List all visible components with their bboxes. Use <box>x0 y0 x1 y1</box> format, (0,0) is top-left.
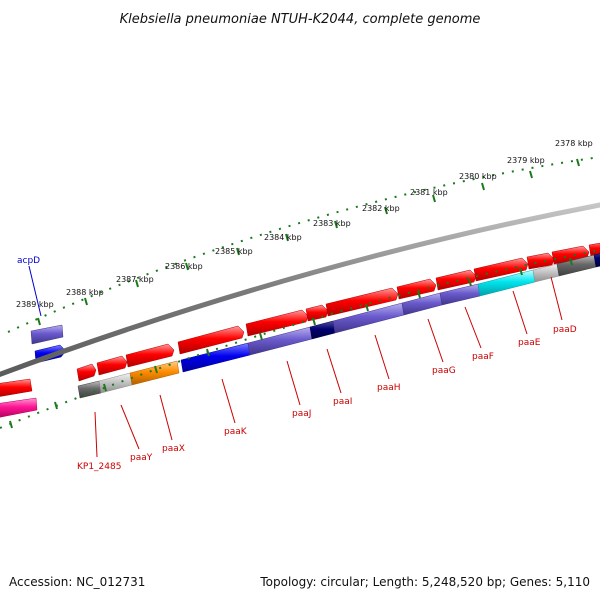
gene-cds[interactable] <box>125 343 175 368</box>
gene-label-paaK[interactable]: paaK <box>224 427 248 437</box>
gene-label-acpD: acpD <box>17 256 40 266</box>
gene-feature[interactable] <box>593 251 600 268</box>
gene-label-KP1_2485[interactable]: KP1_2485 <box>77 462 121 472</box>
gene-cds[interactable] <box>96 355 128 376</box>
gene-cds[interactable] <box>0 378 33 397</box>
gene-label-paaX[interactable]: paaX <box>162 444 185 454</box>
tick-label: 2379 kbp <box>507 156 545 165</box>
gene-labels: KP1_2485 paaY paaX paaK paaJ paaI paaH p… <box>77 325 577 472</box>
tick-label: 2384 kbp <box>264 233 302 242</box>
gene-label-paaI[interactable]: paaI <box>333 397 352 407</box>
gene-feature[interactable] <box>98 372 133 394</box>
gene-label-paaJ[interactable]: paaJ <box>292 409 311 419</box>
acpD-label-line <box>28 265 42 317</box>
gene-cds[interactable] <box>551 245 590 265</box>
gene-cds[interactable] <box>325 287 399 317</box>
outer-major-ticks <box>37 158 580 326</box>
tick-label: 2386 kbp <box>165 262 203 271</box>
forward-genes <box>0 242 600 397</box>
gene-cds[interactable] <box>396 278 437 300</box>
inner-tick-track <box>0 249 600 429</box>
tick-label: 2378 kbp <box>555 139 593 148</box>
gene-label-paaF[interactable]: paaF <box>472 352 494 362</box>
tick-label: 2380 kbp <box>459 172 497 181</box>
gene-cds[interactable] <box>473 257 529 282</box>
label-leader-lines <box>94 276 563 458</box>
tick-label: 2382 kbp <box>362 204 400 213</box>
tick-label: 2383 kbp <box>313 219 351 228</box>
gene-cds[interactable] <box>305 304 329 322</box>
tick-label: 2387 kbp <box>116 275 154 284</box>
outer-tick-track <box>7 156 600 333</box>
gene-cds[interactable] <box>435 269 477 291</box>
gene-cds[interactable] <box>76 363 97 382</box>
gene-label-paaD[interactable]: paaD <box>553 325 577 335</box>
gene-label-paaG[interactable]: paaG <box>432 366 456 376</box>
gene-cds[interactable] <box>177 325 245 355</box>
genome-summary-text: Topology: circular; Length: 5,248,520 bp… <box>259 575 590 589</box>
gene-feature[interactable] <box>129 360 180 386</box>
map-title: Klebsiella pneumoniae NTUH-K2044, comple… <box>120 12 481 27</box>
gene-feature[interactable] <box>0 397 38 418</box>
accession-text: Accession: NC_012731 <box>9 575 145 589</box>
gene-feature[interactable] <box>77 380 102 399</box>
gene-label-paaH[interactable]: paaH <box>377 383 401 393</box>
genome-backbone <box>0 202 600 377</box>
inner-major-ticks <box>9 257 573 429</box>
tick-label: 2385 kbp <box>215 247 253 256</box>
tick-label: 2389 kbp <box>16 300 54 309</box>
feature-track <box>0 251 600 418</box>
tick-labels: 2389 kbp 2388 kbp 2387 kbp 2386 kbp 2385… <box>16 139 593 309</box>
tick-label: 2381 kbp <box>410 188 448 197</box>
gene-label-paaE[interactable]: paaE <box>518 338 541 348</box>
gene-label-paaY[interactable]: paaY <box>130 453 153 463</box>
tick-label: 2388 kbp <box>66 288 104 297</box>
gene-cds[interactable] <box>245 309 309 337</box>
gene-cds[interactable] <box>526 252 555 270</box>
